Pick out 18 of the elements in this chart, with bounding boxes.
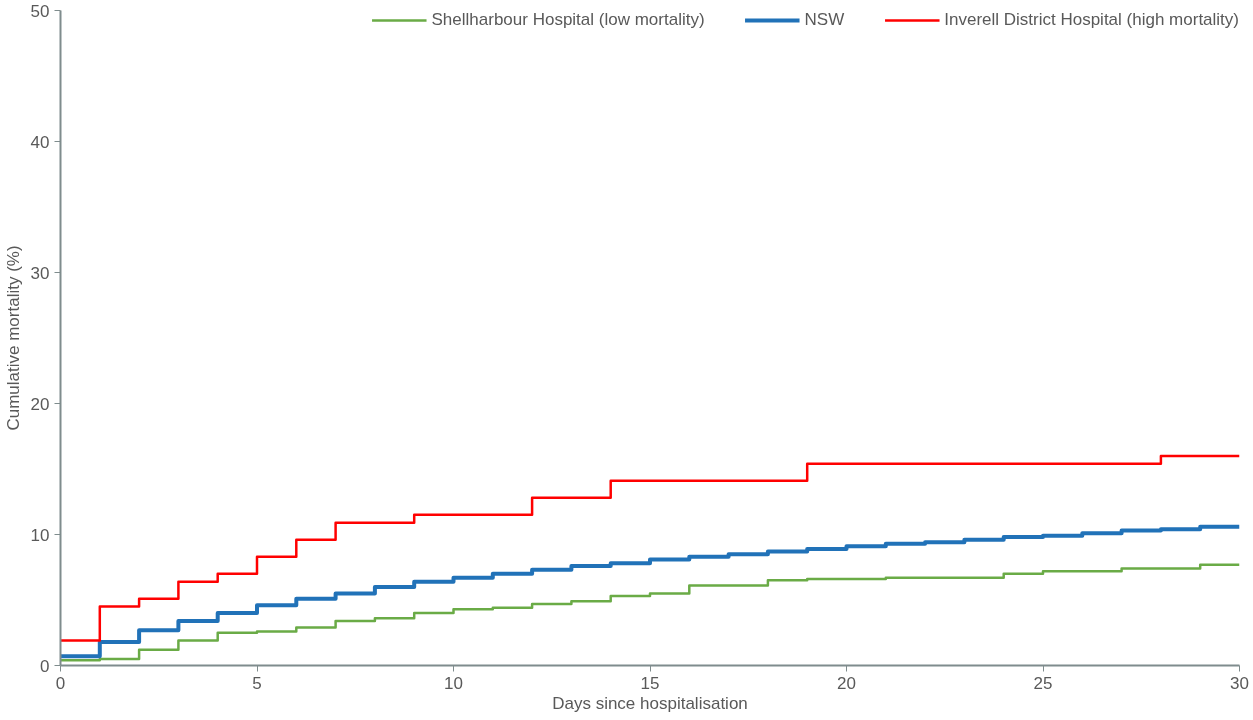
y-tick-label: 50 [30, 1, 50, 21]
y-tick-label: 10 [30, 525, 50, 545]
x-tick-label: 25 [1033, 673, 1053, 693]
x-tick-label: 10 [444, 673, 463, 693]
x-tick-label: 15 [640, 673, 660, 693]
legend-label: Shellharbour Hospital (low mortality) [431, 10, 705, 30]
y-tick-label: 30 [30, 263, 50, 283]
y-tick-label: 0 [40, 656, 50, 676]
x-axis-title: Days since hospitalisation [552, 693, 748, 713]
legend-label: NSW [804, 10, 845, 30]
x-tick-label: 0 [55, 673, 66, 693]
x-tick-label: 20 [837, 673, 856, 693]
x-tick-label: 30 [1230, 673, 1249, 693]
y-tick-label: 20 [30, 394, 50, 414]
x-tick-label: 5 [252, 673, 262, 693]
y-tick-label: 40 [30, 132, 50, 152]
legend-label: Inverell District Hospital (high mortality) [944, 10, 1239, 30]
y-axis-title: Cumulative mortality (%) [3, 245, 23, 431]
